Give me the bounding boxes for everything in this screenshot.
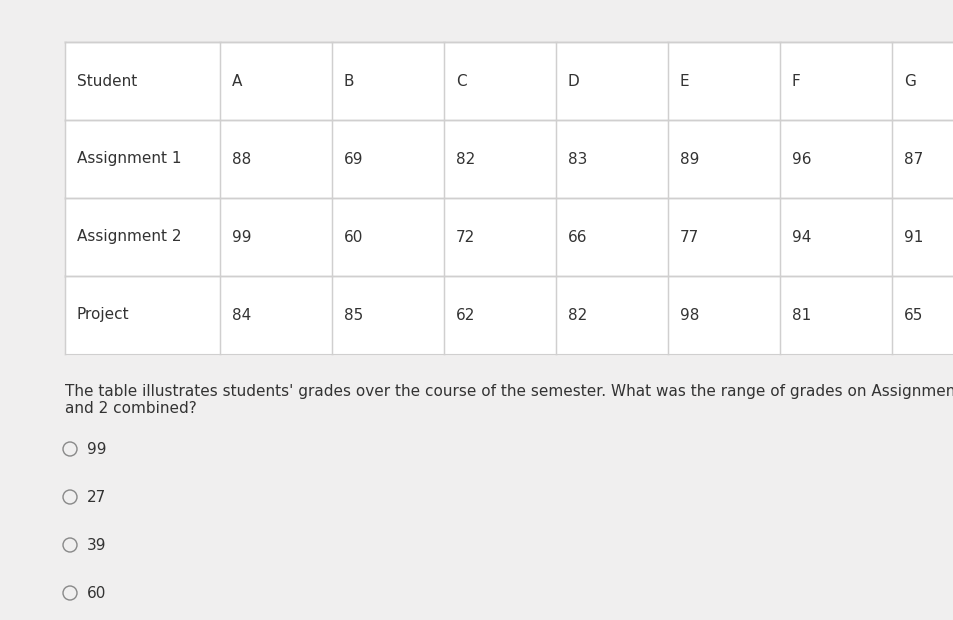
Text: 84: 84 (232, 308, 251, 322)
Text: 96: 96 (791, 151, 811, 167)
Text: 81: 81 (791, 308, 810, 322)
Text: 94: 94 (791, 229, 810, 244)
Text: 39: 39 (87, 538, 107, 552)
Text: 87: 87 (903, 151, 923, 167)
Text: 72: 72 (456, 229, 475, 244)
Text: Assignment 1: Assignment 1 (77, 151, 181, 167)
Text: 98: 98 (679, 308, 699, 322)
Text: 91: 91 (903, 229, 923, 244)
Text: F: F (791, 74, 800, 89)
Text: 65: 65 (903, 308, 923, 322)
Text: 60: 60 (87, 585, 107, 601)
Text: G: G (903, 74, 915, 89)
Bar (65, 42, 953, 354)
Text: The table illustrates students' grades over the course of the semester. What was: The table illustrates students' grades o… (65, 384, 953, 417)
Text: Assignment 2: Assignment 2 (77, 229, 181, 244)
Text: Project: Project (77, 308, 130, 322)
Text: 85: 85 (344, 308, 363, 322)
Text: 77: 77 (679, 229, 699, 244)
Text: 69: 69 (344, 151, 363, 167)
Text: D: D (567, 74, 579, 89)
Text: 62: 62 (456, 308, 475, 322)
Text: A: A (232, 74, 242, 89)
Text: 99: 99 (87, 441, 107, 456)
Text: B: B (344, 74, 355, 89)
Text: 27: 27 (87, 490, 106, 505)
Text: 83: 83 (567, 151, 587, 167)
Text: E: E (679, 74, 689, 89)
Text: 66: 66 (567, 229, 587, 244)
Text: 60: 60 (344, 229, 363, 244)
Text: Student: Student (77, 74, 137, 89)
Text: 82: 82 (567, 308, 587, 322)
Text: 82: 82 (456, 151, 475, 167)
Text: 89: 89 (679, 151, 699, 167)
Text: 99: 99 (232, 229, 252, 244)
Text: 88: 88 (232, 151, 251, 167)
Text: C: C (456, 74, 466, 89)
